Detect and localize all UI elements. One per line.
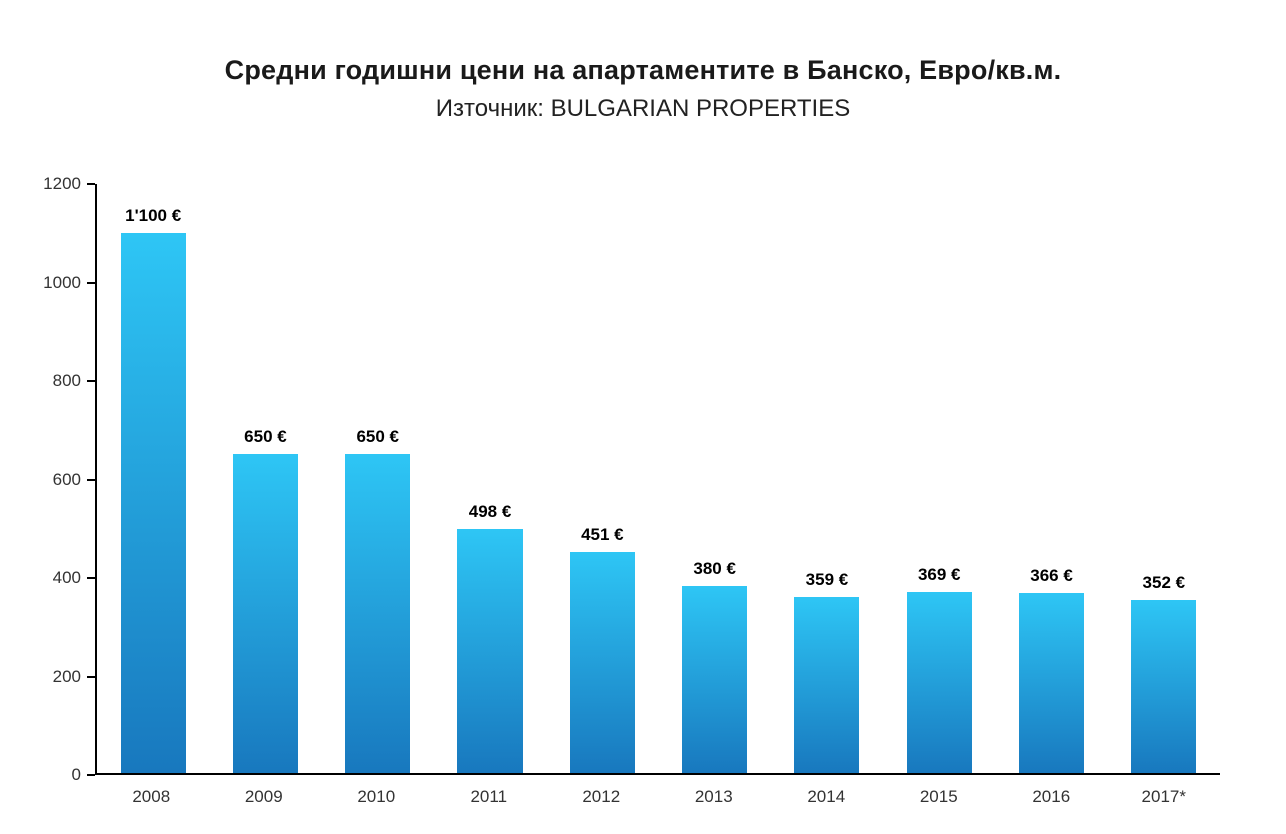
x-axis-labels: 2008 2009 2010 2011 2012 2013 2014 2015 2016 2017… <box>95 787 1220 807</box>
y-axis-tick-label: 1200 <box>43 174 81 193</box>
x-axis-tick-label: 2016 <box>1032 787 1071 806</box>
y-axis-tick-label: 0 <box>71 765 81 784</box>
bar-chart: 1'100 € 650 € 650 € 498 € 451 € 380 € 359 € 369… <box>43 174 1220 806</box>
chart-title: Средни годишни цени на апартаментите в Б… <box>224 55 1062 85</box>
y-axis-tick-mark <box>87 380 95 382</box>
bar-column: 352 € <box>1108 184 1220 773</box>
bar <box>906 591 972 773</box>
bar-value-label: 451 € <box>581 524 624 544</box>
y-axis-tick-mark <box>87 577 95 579</box>
bar-value-label: 352 € <box>1142 573 1186 593</box>
bar <box>457 528 523 773</box>
y-axis-tick-label: 600 <box>52 469 81 489</box>
x-axis-tick-label: 2012 <box>582 787 621 806</box>
chart-header: Средни годишни цени на апартаментите в Б… <box>0 0 1286 123</box>
bar-value-label: 380 € <box>693 559 736 579</box>
x-axis-tick-label: 2017* <box>1141 787 1186 806</box>
y-axis-tick-label: 800 <box>52 371 81 390</box>
bar-value-label: 498 € <box>468 501 512 521</box>
bar-column: 650 € <box>209 184 321 773</box>
y-axis-tick-mark <box>87 281 95 284</box>
x-axis-tick-label: 2008 <box>132 787 171 806</box>
y-axis-tick-label: 1000 <box>43 272 81 292</box>
y-axis-tick-mark <box>87 478 95 481</box>
chart-subtitle: Източник: BULGARIAN PROPERTIES <box>435 95 851 122</box>
x-axis-tick-label: 2014 <box>807 787 846 806</box>
x-axis-tick-label: 2013 <box>694 787 733 806</box>
x-axis-tick-label: 2009 <box>244 787 283 806</box>
bar <box>120 233 186 773</box>
y-axis-tick-label: 200 <box>52 666 81 686</box>
bars-row: 1'100 € 650 € 650 € 498 € 451 € 380 € 359 € 369… <box>97 184 1220 773</box>
y-axis-tick-mark <box>87 774 95 776</box>
bar-value-label: 1'100 € <box>125 206 182 226</box>
x-axis-tick-label: 2011 <box>470 787 508 806</box>
bar <box>1018 593 1085 773</box>
x-axis-tick-label: 2010 <box>357 787 396 806</box>
bar <box>569 551 635 773</box>
bar <box>1131 600 1197 773</box>
bar-column: 380 € <box>658 184 770 773</box>
bar-value-label: 359 € <box>805 569 849 589</box>
bar <box>345 453 411 773</box>
bar-value-label: 369 € <box>917 564 961 584</box>
bar-value-label: 650 € <box>356 426 400 446</box>
plot-area: 1'100 € 650 € 650 € 498 € 451 € 380 € 359 € 369… <box>95 184 1220 775</box>
bar-value-label: 650 € <box>244 426 287 446</box>
y-axis-tick-mark <box>87 183 95 185</box>
bar-column: 366 € <box>995 184 1107 773</box>
bar <box>794 596 860 773</box>
bar-column: 1'100 € <box>97 184 209 773</box>
bar-column: 369 € <box>883 184 995 773</box>
bar <box>232 453 298 773</box>
x-axis-tick-label: 2015 <box>919 787 958 806</box>
bar-column: 498 € <box>434 184 546 773</box>
y-axis-tick-mark <box>87 675 95 678</box>
bar-column: 650 € <box>322 184 434 773</box>
bar-column: 451 € <box>546 184 658 773</box>
y-axis-tick-label: 400 <box>52 568 81 587</box>
bar-column: 359 € <box>771 184 883 773</box>
bar-value-label: 366 € <box>1030 566 1073 586</box>
bar <box>682 586 748 773</box>
